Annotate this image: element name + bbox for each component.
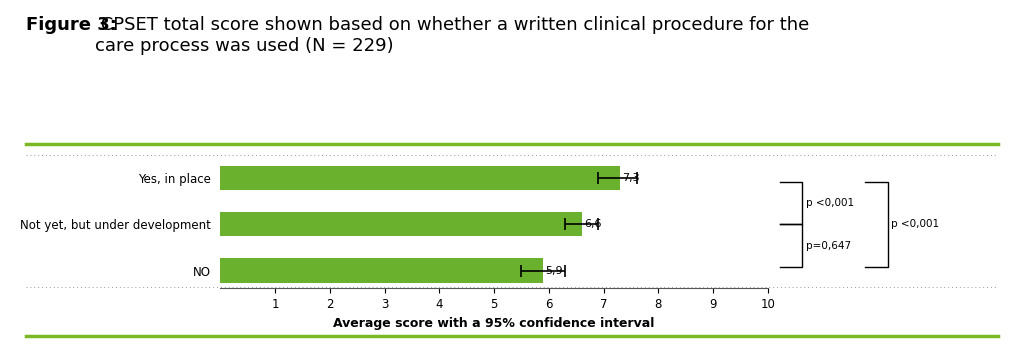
X-axis label: Average score with a 95% confidence interval: Average score with a 95% confidence inte…	[334, 316, 654, 330]
Bar	[220, 212, 582, 236]
Text: Figure 3:: Figure 3:	[26, 16, 117, 34]
Text: 7,3: 7,3	[623, 173, 640, 183]
Text: p <0,001: p <0,001	[891, 219, 939, 229]
Bar	[220, 166, 621, 190]
Text: CPSET total score shown based on whether a written clinical procedure for the
ca: CPSET total score shown based on whether…	[95, 16, 810, 55]
Bar	[220, 258, 544, 283]
Text: 5,9: 5,9	[546, 266, 563, 276]
Text: 6,6: 6,6	[584, 219, 601, 229]
Text: p <0,001: p <0,001	[806, 198, 854, 208]
Text: p=0,647: p=0,647	[806, 241, 851, 251]
